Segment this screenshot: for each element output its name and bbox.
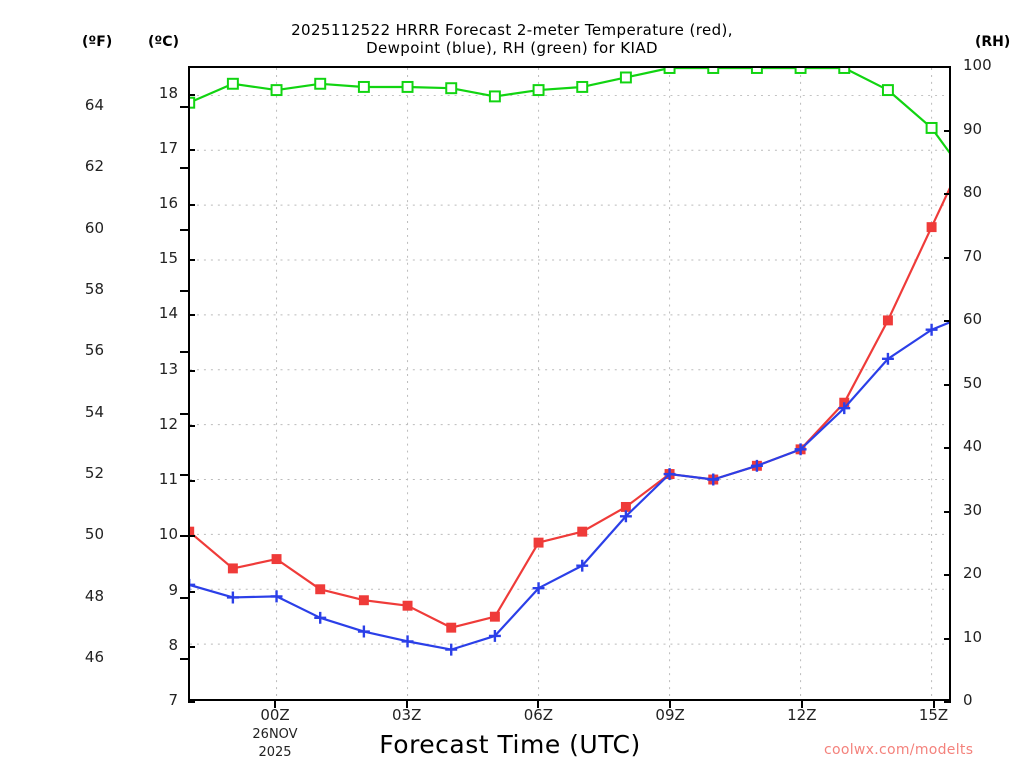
celsius-tick-7: 7 xyxy=(168,691,178,709)
axis-tick-mark xyxy=(669,701,672,708)
axis-tick-mark xyxy=(188,314,195,317)
x-tick-09Z: 09Z xyxy=(655,706,685,724)
axis-tick-mark xyxy=(188,645,195,648)
celsius-axis-unit-label: (ºC) xyxy=(148,34,179,50)
celsius-tick-9: 9 xyxy=(168,580,178,599)
axis-tick-mark xyxy=(180,658,188,661)
rh-tick-30: 30 xyxy=(963,500,983,519)
fahrenheit-tick-56: 56 xyxy=(84,341,104,360)
rh-axis-unit-label: (RH) xyxy=(975,34,1011,50)
rh-tick-60: 60 xyxy=(963,310,983,328)
plot-area xyxy=(188,66,951,701)
axis-tick-mark xyxy=(944,193,951,195)
axis-tick-mark xyxy=(944,129,951,132)
axis-tick-mark xyxy=(188,701,195,703)
fahrenheit-tick-46: 46 xyxy=(84,648,104,667)
fahrenheit-tick-50: 50 xyxy=(84,525,104,544)
axis-tick-mark xyxy=(180,473,188,476)
rh-tick-0: 0 xyxy=(963,691,973,709)
rh-tick-50: 50 xyxy=(963,373,983,392)
axis-tick-mark xyxy=(180,228,188,231)
celsius-tick-11: 11 xyxy=(158,470,178,489)
chart-title-line2: Dewpoint (blue), RH (green) for KIAD xyxy=(366,39,658,57)
fahrenheit-tick-52: 52 xyxy=(84,463,104,482)
axis-tick-mark xyxy=(188,480,195,483)
rh-tick-40: 40 xyxy=(963,437,983,455)
axis-tick-mark xyxy=(180,105,188,108)
celsius-tick-17: 17 xyxy=(158,138,178,157)
fahrenheit-tick-60: 60 xyxy=(84,218,104,237)
data-series-layer xyxy=(190,68,949,656)
fahrenheit-axis-unit-label: (ºF) xyxy=(82,34,113,50)
axis-tick-mark xyxy=(180,167,188,170)
rh-tick-90: 90 xyxy=(963,119,983,138)
axis-tick-mark xyxy=(944,637,951,640)
fahrenheit-tick-54: 54 xyxy=(84,402,104,421)
axis-tick-mark xyxy=(188,535,195,538)
fahrenheit-tick-48: 48 xyxy=(84,586,104,605)
axis-tick-mark xyxy=(180,412,188,415)
axis-tick-mark xyxy=(180,535,188,538)
axis-tick-mark xyxy=(188,148,195,151)
axis-tick-mark xyxy=(944,447,951,449)
x-tick-15Z: 15Z xyxy=(918,706,949,724)
x-tick-03Z: 03Z xyxy=(392,706,422,724)
site-watermark: coolwx.com/modelts xyxy=(824,742,974,758)
x-tick-00Z: 00Z xyxy=(260,706,290,724)
axis-tick-mark xyxy=(944,574,951,576)
axis-tick-mark xyxy=(188,259,195,262)
axis-tick-mark xyxy=(944,383,951,386)
chart-title-line1: 2025112522 HRRR Forecast 2-meter Tempera… xyxy=(291,21,733,39)
celsius-tick-16: 16 xyxy=(158,194,178,213)
axis-tick-mark xyxy=(188,369,195,372)
rh-tick-100: 100 xyxy=(963,56,992,74)
celsius-tick-10: 10 xyxy=(158,525,178,544)
fahrenheit-tick-58: 58 xyxy=(84,279,104,298)
axis-tick-mark xyxy=(944,256,951,259)
axis-tick-mark xyxy=(188,93,195,96)
x-tick-06Z: 06Z xyxy=(523,706,554,724)
axis-tick-mark xyxy=(180,351,188,354)
axis-tick-mark xyxy=(405,701,408,708)
celsius-tick-18: 18 xyxy=(158,83,178,102)
axis-tick-mark xyxy=(180,596,188,599)
axis-tick-mark xyxy=(188,204,195,207)
rh-tick-70: 70 xyxy=(963,246,983,265)
axis-tick-mark xyxy=(944,320,951,322)
fahrenheit-tick-62: 62 xyxy=(84,157,104,176)
axis-tick-mark xyxy=(180,289,188,292)
celsius-tick-14: 14 xyxy=(158,304,178,323)
axis-tick-mark xyxy=(188,424,195,427)
axis-tick-mark xyxy=(944,701,951,703)
axis-tick-mark xyxy=(800,701,803,708)
axis-tick-mark xyxy=(188,590,195,593)
x-axis-date-year: 2025 xyxy=(258,745,292,760)
x-axis-title: Forecast Time (UTC) xyxy=(379,730,641,759)
celsius-tick-8: 8 xyxy=(168,635,178,654)
x-tick-12Z: 12Z xyxy=(787,706,817,724)
rh-tick-20: 20 xyxy=(963,564,983,582)
axis-tick-mark xyxy=(944,510,951,513)
rh-tick-80: 80 xyxy=(963,183,983,201)
x-axis-date-month: 26NOV xyxy=(252,727,298,742)
axis-tick-mark xyxy=(944,66,951,68)
rh-tick-10: 10 xyxy=(963,627,983,646)
celsius-tick-12: 12 xyxy=(158,414,178,433)
fahrenheit-tick-64: 64 xyxy=(84,95,104,114)
axis-tick-mark xyxy=(274,701,276,708)
celsius-tick-15: 15 xyxy=(158,249,178,268)
celsius-tick-13: 13 xyxy=(158,359,178,378)
axis-tick-mark xyxy=(537,701,540,708)
axis-tick-mark xyxy=(932,701,935,708)
